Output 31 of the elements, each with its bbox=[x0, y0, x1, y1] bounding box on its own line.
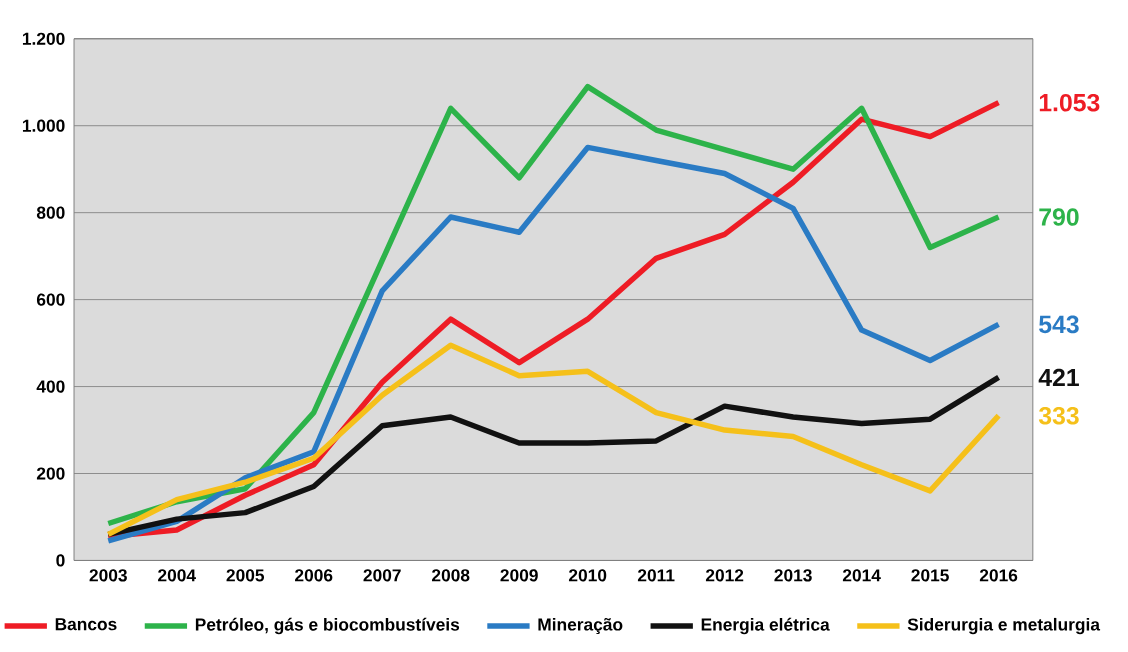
data-label: 333 bbox=[1038, 406, 1079, 425]
x-tick-label: 2003 bbox=[89, 569, 127, 582]
data-label: 543 bbox=[1039, 315, 1079, 334]
x-tick-label: 2008 bbox=[431, 569, 470, 582]
legend-label: Mineração bbox=[538, 617, 623, 635]
data-label: 421 bbox=[1038, 368, 1079, 387]
x-tick-label: 2014 bbox=[842, 569, 881, 582]
y-tick-label: 0 bbox=[56, 554, 65, 567]
legend-label: Bancos bbox=[55, 618, 117, 631]
legend-label: Petróleo, gás e biocombustíveis bbox=[195, 617, 460, 635]
y-tick-label: 200 bbox=[36, 467, 65, 480]
legend-label: Siderurgia e metalurgia bbox=[907, 617, 1101, 635]
x-tick-label: 2013 bbox=[774, 569, 812, 582]
y-tick-label: 400 bbox=[36, 380, 65, 393]
y-tick-label: 1.200 bbox=[22, 32, 65, 45]
y-tick-label: 1.000 bbox=[22, 119, 65, 132]
x-tick-label: 2015 bbox=[911, 569, 949, 582]
x-tick-label: 2009 bbox=[500, 569, 538, 582]
x-tick-label: 2004 bbox=[158, 569, 196, 582]
x-tick-label: 2006 bbox=[295, 569, 333, 582]
x-tick-label: 2010 bbox=[568, 569, 607, 582]
x-tick-label: 2005 bbox=[226, 569, 265, 582]
x-tick-label: 2011 bbox=[637, 569, 675, 582]
data-label: 1.053 bbox=[1039, 93, 1100, 112]
data-label: 790 bbox=[1039, 208, 1079, 226]
y-tick-label: 800 bbox=[36, 206, 65, 219]
x-tick-label: 2016 bbox=[979, 569, 1018, 582]
legend-label: Energia elétrica bbox=[701, 617, 830, 635]
x-tick-label: 2012 bbox=[705, 569, 744, 582]
y-tick-label: 600 bbox=[36, 293, 65, 306]
x-tick-label: 2007 bbox=[363, 569, 401, 582]
